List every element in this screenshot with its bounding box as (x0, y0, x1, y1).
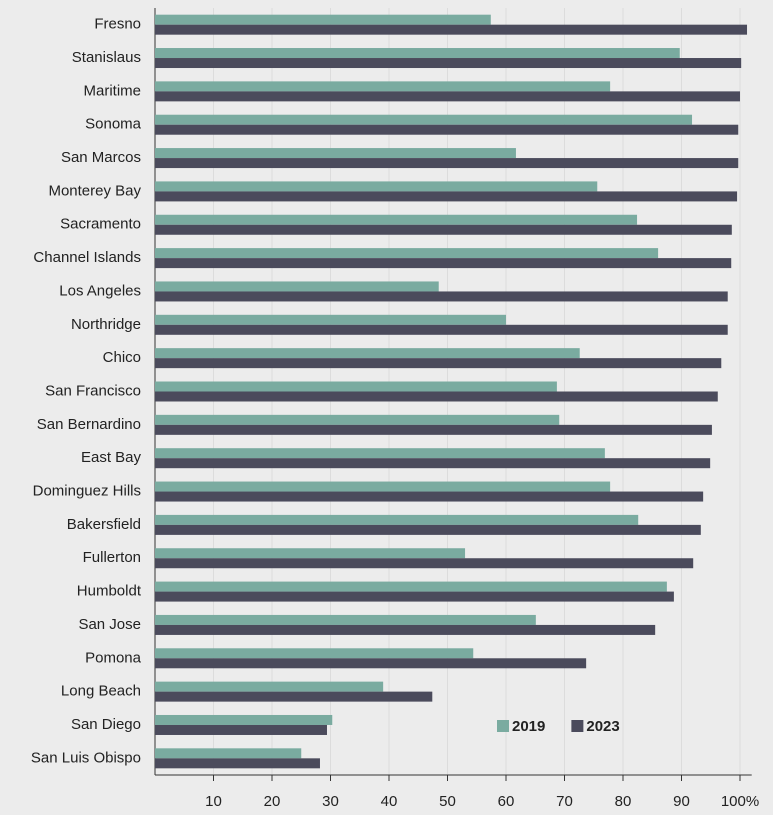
legend-label: 2023 (586, 718, 619, 735)
y-tick-label: San Luis Obispo (31, 749, 141, 766)
bar (155, 458, 711, 469)
y-tick-label: San Jose (78, 616, 141, 633)
bar (155, 714, 333, 725)
bar (155, 758, 320, 769)
y-tick-label: East Bay (81, 449, 142, 466)
bar (155, 158, 739, 169)
bar (155, 391, 718, 402)
bar (155, 191, 738, 202)
y-tick-label: Northridge (71, 316, 141, 333)
bar (155, 124, 739, 135)
x-tick-label: 50 (439, 793, 456, 810)
y-tick-label: Bakersfield (67, 516, 141, 533)
y-tick-label: Fresno (94, 16, 141, 33)
x-tick-label: 30 (322, 793, 339, 810)
y-tick-label: Pomona (85, 649, 142, 666)
x-tick-label: 40 (381, 793, 398, 810)
x-tick-label: 100% (721, 793, 759, 810)
y-tick-label: San Marcos (61, 149, 141, 166)
bar (155, 424, 712, 435)
bar (155, 658, 587, 669)
bar (155, 214, 638, 225)
x-tick-label: 20 (264, 793, 281, 810)
x-tick-label: 80 (615, 793, 632, 810)
y-tick-label: Humboldt (77, 583, 142, 600)
bar (155, 681, 384, 692)
bar (155, 248, 659, 259)
y-tick-label: Long Beach (61, 683, 141, 700)
bar (155, 48, 680, 59)
x-tick-label: 60 (498, 793, 515, 810)
bar (155, 481, 611, 492)
y-tick-label: Sonoma (85, 116, 142, 133)
bar (155, 291, 728, 302)
bar (155, 648, 474, 659)
bar (155, 281, 439, 292)
bar (155, 381, 557, 392)
bar (155, 148, 516, 159)
bar (155, 524, 701, 535)
bar (155, 414, 560, 425)
bar (155, 81, 611, 92)
bar (155, 14, 491, 25)
bar (155, 624, 656, 635)
x-tick-label: 90 (673, 793, 690, 810)
y-tick-label: Maritime (83, 82, 141, 99)
y-tick-label: Fullerton (83, 549, 141, 566)
bar (155, 91, 740, 102)
legend-swatch (571, 720, 584, 732)
x-tick-label: 10 (205, 793, 222, 810)
bar (155, 581, 667, 592)
bar (155, 491, 704, 502)
y-tick-label: Monterey Bay (48, 182, 141, 199)
bar (155, 181, 598, 192)
y-tick-label: Chico (103, 349, 141, 366)
bar (155, 24, 748, 35)
bar (155, 558, 694, 569)
y-tick-label: Channel Islands (33, 249, 141, 266)
bar (155, 314, 506, 325)
y-tick-label: Stanislaus (72, 49, 141, 66)
bar (155, 748, 302, 759)
y-tick-label: San Diego (71, 716, 141, 733)
bar (155, 114, 693, 125)
y-tick-label: San Bernardino (37, 416, 141, 433)
bar (155, 348, 580, 359)
bar (155, 614, 536, 625)
bar (155, 358, 722, 369)
bar (155, 224, 732, 235)
legend-swatch (497, 720, 509, 732)
bar (155, 548, 466, 559)
y-tick-label: Los Angeles (59, 282, 141, 299)
bar (155, 691, 433, 702)
bar (155, 514, 639, 525)
y-tick-label: Dominguez Hills (33, 483, 141, 500)
bar (155, 258, 732, 269)
y-tick-label: Sacramento (60, 216, 141, 233)
bar (155, 724, 327, 735)
bar (155, 324, 728, 335)
y-tick-label: San Francisco (45, 382, 141, 399)
legend-label: 2019 (512, 718, 545, 735)
bar (155, 448, 605, 459)
x-tick-label: 70 (556, 793, 573, 810)
bar (155, 591, 674, 602)
bar (155, 58, 742, 69)
